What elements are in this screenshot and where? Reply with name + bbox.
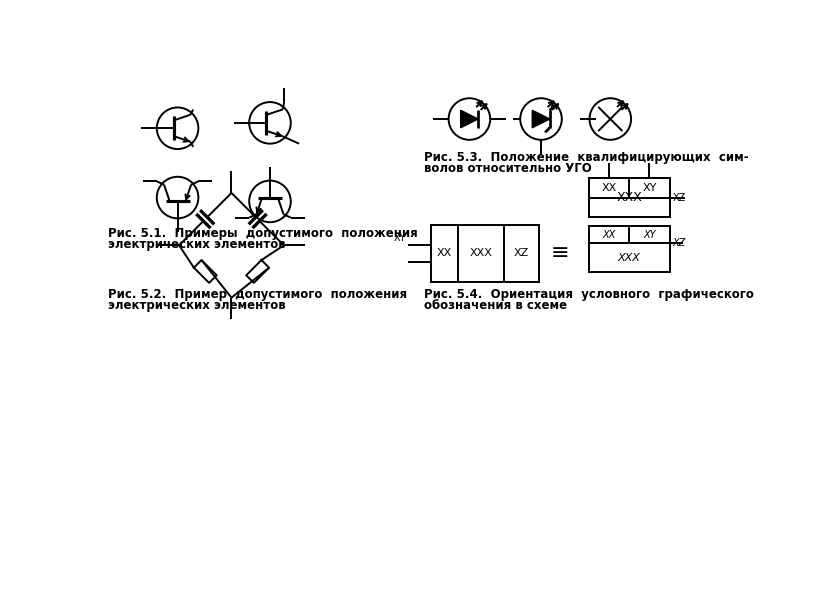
Text: Рис. 5.4.  Ориентация  условного  графического: Рис. 5.4. Ориентация условного графическ…: [424, 289, 753, 301]
Text: XZ: XZ: [514, 248, 529, 258]
Text: XXX: XXX: [469, 248, 492, 258]
Bar: [589, 243, 670, 272]
Polygon shape: [460, 110, 478, 128]
Polygon shape: [532, 110, 550, 128]
Bar: [589, 226, 670, 243]
Bar: [589, 178, 670, 217]
Bar: [431, 225, 539, 282]
Text: XX: XX: [437, 248, 452, 258]
Text: электрических элементов: электрических элементов: [108, 299, 286, 312]
Text: электрических элементов: электрических элементов: [108, 238, 286, 251]
Text: XXX: XXX: [616, 191, 642, 204]
Text: XY: XY: [394, 233, 406, 243]
Text: Рис. 5.1.  Примеры  допустимого  положения: Рис. 5.1. Примеры допустимого положения: [108, 227, 418, 240]
Bar: [589, 178, 670, 198]
Text: XX: XX: [602, 229, 616, 239]
Text: волов относительно УГО: волов относительно УГО: [424, 162, 591, 175]
Text: XX: XX: [601, 183, 617, 193]
Text: XZ: XZ: [672, 192, 686, 203]
Text: обозначения в схеме: обозначения в схеме: [424, 299, 567, 312]
Text: XXX: XXX: [618, 252, 640, 263]
Text: XZ: XZ: [672, 238, 686, 248]
Text: Рис. 5.2.  Пример  допустимого  положения: Рис. 5.2. Пример допустимого положения: [108, 289, 407, 301]
Text: Рис. 5.3.  Положение  квалифицирующих  сим-: Рис. 5.3. Положение квалифицирующих сим-: [424, 151, 749, 165]
Text: XY: XY: [642, 183, 657, 193]
Text: XY: XY: [643, 229, 656, 239]
Text: ≡: ≡: [551, 244, 569, 263]
